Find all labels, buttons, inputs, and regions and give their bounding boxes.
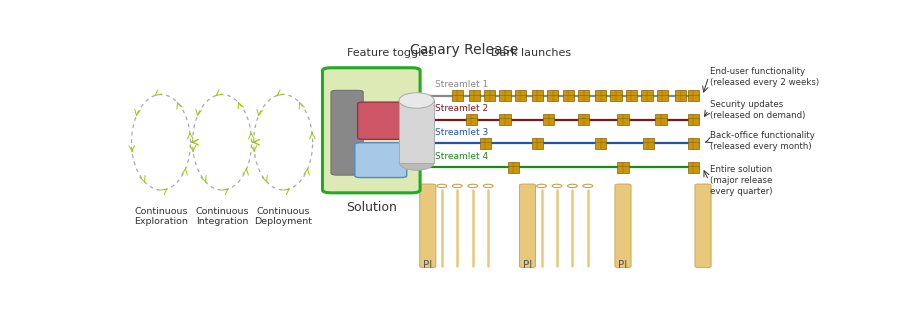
FancyBboxPatch shape	[515, 90, 526, 101]
Circle shape	[452, 184, 462, 188]
FancyBboxPatch shape	[695, 184, 711, 268]
Text: Continuous
Deployment: Continuous Deployment	[255, 207, 313, 226]
FancyBboxPatch shape	[499, 90, 511, 101]
Text: Security updates
(released on demand): Security updates (released on demand)	[710, 100, 805, 120]
Circle shape	[536, 184, 546, 188]
Text: Streamlet 1: Streamlet 1	[435, 80, 488, 89]
Polygon shape	[399, 100, 434, 162]
FancyBboxPatch shape	[578, 114, 589, 125]
Text: Canary Release: Canary Release	[410, 43, 518, 57]
FancyBboxPatch shape	[480, 138, 491, 149]
Text: Solution: Solution	[346, 201, 397, 214]
Text: Continuous
Exploration: Continuous Exploration	[134, 207, 188, 226]
FancyBboxPatch shape	[688, 90, 699, 101]
FancyBboxPatch shape	[323, 68, 420, 193]
FancyBboxPatch shape	[355, 143, 407, 178]
Circle shape	[567, 184, 577, 188]
FancyBboxPatch shape	[519, 184, 535, 268]
FancyBboxPatch shape	[532, 90, 543, 101]
Text: End-user functionality
(released every 2 weeks): End-user functionality (released every 2…	[710, 67, 819, 86]
FancyBboxPatch shape	[626, 90, 637, 101]
Text: PI: PI	[423, 260, 432, 270]
FancyBboxPatch shape	[543, 114, 554, 125]
Text: PI: PI	[619, 260, 628, 270]
Text: Streamlet 3: Streamlet 3	[435, 128, 488, 137]
FancyBboxPatch shape	[331, 90, 363, 175]
Circle shape	[437, 184, 447, 188]
Circle shape	[483, 184, 493, 188]
FancyBboxPatch shape	[642, 138, 654, 149]
FancyBboxPatch shape	[688, 138, 699, 149]
FancyBboxPatch shape	[617, 114, 629, 125]
Text: Back-office functionality
(released every month): Back-office functionality (released ever…	[710, 131, 815, 151]
FancyBboxPatch shape	[688, 114, 699, 125]
Circle shape	[467, 184, 477, 188]
FancyBboxPatch shape	[657, 90, 668, 101]
Circle shape	[552, 184, 562, 188]
Text: PI: PI	[523, 260, 532, 270]
FancyBboxPatch shape	[358, 102, 402, 140]
FancyBboxPatch shape	[675, 90, 686, 101]
FancyBboxPatch shape	[617, 162, 629, 173]
FancyBboxPatch shape	[419, 184, 436, 268]
FancyBboxPatch shape	[547, 90, 558, 101]
FancyBboxPatch shape	[508, 162, 519, 173]
Text: Continuous
Integration: Continuous Integration	[196, 207, 249, 226]
Ellipse shape	[399, 155, 434, 170]
FancyBboxPatch shape	[578, 90, 589, 101]
Text: Streamlet 2: Streamlet 2	[435, 104, 488, 113]
Text: Feature toggles: Feature toggles	[347, 48, 434, 58]
Text: Streamlet 4: Streamlet 4	[435, 152, 488, 161]
FancyBboxPatch shape	[563, 90, 573, 101]
FancyBboxPatch shape	[452, 90, 463, 101]
FancyBboxPatch shape	[688, 162, 699, 173]
FancyBboxPatch shape	[595, 90, 606, 101]
FancyBboxPatch shape	[532, 138, 543, 149]
FancyBboxPatch shape	[641, 90, 652, 101]
FancyBboxPatch shape	[611, 90, 622, 101]
FancyBboxPatch shape	[468, 90, 480, 101]
FancyBboxPatch shape	[595, 138, 606, 149]
FancyBboxPatch shape	[484, 90, 496, 101]
Circle shape	[583, 184, 593, 188]
Text: Entire solution
(major release
every quarter): Entire solution (major release every qua…	[710, 165, 773, 196]
Text: Dark launches: Dark launches	[491, 48, 571, 58]
Ellipse shape	[399, 93, 434, 108]
FancyBboxPatch shape	[655, 114, 667, 125]
FancyBboxPatch shape	[466, 114, 477, 125]
FancyBboxPatch shape	[499, 114, 511, 125]
FancyBboxPatch shape	[615, 184, 631, 268]
